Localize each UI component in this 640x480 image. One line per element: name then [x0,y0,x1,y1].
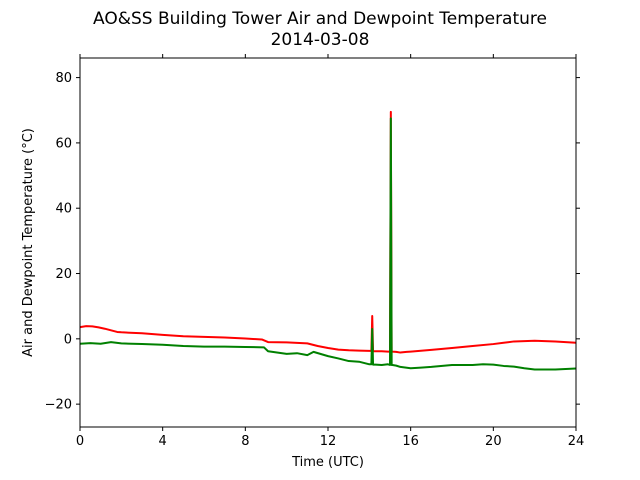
x-tick-label: 20 [485,434,502,449]
y-tick-label: 20 [55,267,72,282]
x-tick-label: 12 [320,434,337,449]
tick-layer: 0 4 8 12 16 20 24 −20 0 20 40 60 80 [45,54,585,449]
series-line-1 [79,110,577,354]
chart-title: AO&SS Building Tower Air and Dewpoint Te… [93,9,547,29]
x-tick-label: 8 [241,434,249,449]
y-tick-label: 60 [55,136,72,151]
series-layer [79,110,577,371]
x-axis-label: Time (UTC) [291,455,364,470]
x-tick-label: 24 [568,434,585,449]
plot-frame [79,57,577,428]
y-tick-label: 0 [64,332,72,347]
x-tick-label: 0 [76,434,84,449]
x-tick-label: 4 [159,434,167,449]
series-line-2 [79,117,577,371]
y-tick-label: 80 [55,71,72,86]
y-tick-label: −20 [45,398,72,413]
y-tick-label: 40 [55,202,72,217]
y-axis-label: Air and Dewpoint Temperature (°C) [21,128,36,357]
x-tick-label: 16 [402,434,419,449]
chart-subtitle: 2014-03-08 [271,30,370,50]
